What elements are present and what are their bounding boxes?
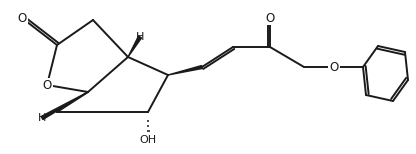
- Text: OH: OH: [139, 135, 156, 145]
- Polygon shape: [128, 36, 141, 57]
- Text: H: H: [38, 113, 46, 123]
- Text: H: H: [136, 32, 144, 42]
- Text: O: O: [265, 12, 275, 24]
- Polygon shape: [168, 66, 202, 75]
- Text: O: O: [17, 12, 27, 24]
- Text: O: O: [329, 61, 339, 73]
- Polygon shape: [41, 92, 88, 120]
- Text: O: O: [42, 79, 52, 91]
